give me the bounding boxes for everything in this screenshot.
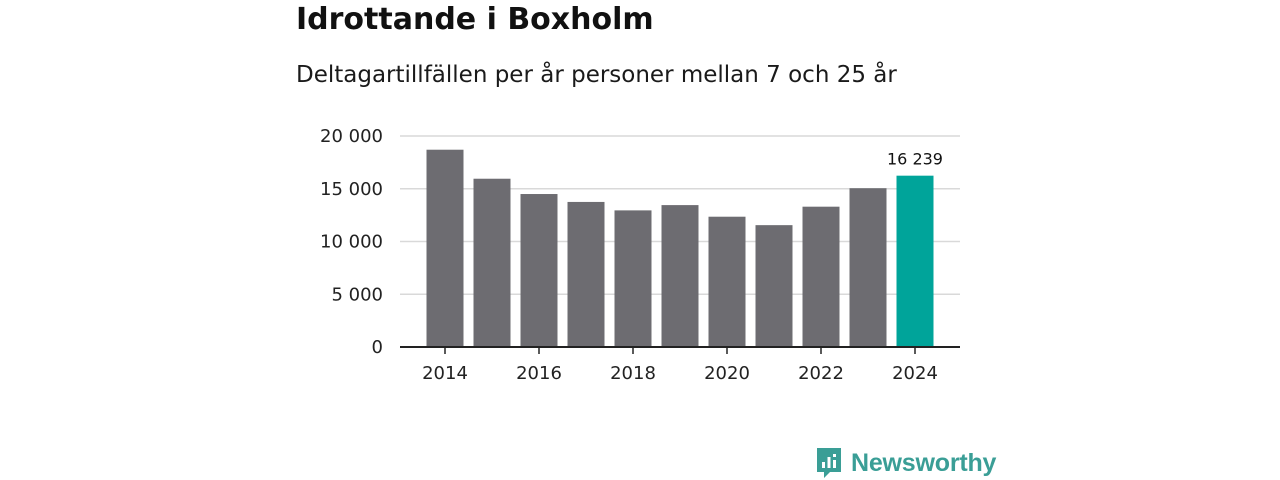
bar-2019 [661,205,699,347]
bar-2018 [614,210,652,347]
bar-2022 [802,206,840,347]
x-tick-label: 2018 [610,363,656,384]
bar-2024 [896,175,934,347]
x-tick-label: 2016 [516,363,562,384]
bar-2023 [849,188,887,347]
y-tick-label: 20 000 [320,126,383,147]
brand-logo: Newsworthy [815,446,996,480]
x-tick-label: 2020 [704,363,750,384]
bar-2017 [567,201,605,347]
brand-name: Newsworthy [851,448,997,477]
y-tick-label: 10 000 [320,232,383,253]
y-tick-label: 0 [372,337,383,358]
bar-2020 [708,216,746,347]
bar-2015 [473,178,511,347]
y-tick-label: 15 000 [320,179,383,200]
x-tick-label: 2014 [422,363,468,384]
y-tick-label: 5 000 [331,284,383,305]
chart-subtitle: Deltagartillfällen per år personer mella… [296,62,897,88]
bar-2016 [520,194,558,347]
newsworthy-logo-icon [817,448,841,478]
x-tick-label: 2022 [798,363,844,384]
bar-2014 [426,149,464,347]
data-label: 16 239 [887,150,943,169]
x-tick-label: 2024 [892,363,938,384]
bar-2021 [755,225,793,347]
chart-title: Idrottande i Boxholm [296,2,654,37]
